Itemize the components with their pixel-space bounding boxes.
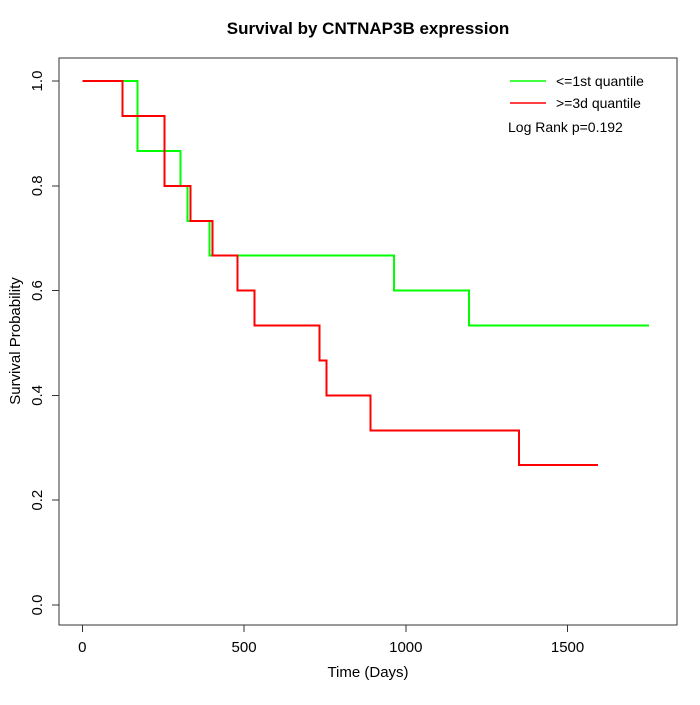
x-axis-tick-label: 0 (78, 639, 86, 656)
legend-label-third-quantile: >=3d quantile (556, 95, 641, 111)
x-axis-tick-label: 500 (232, 639, 257, 656)
plot-dynamic-layer: 0 500 1000 1500 0.0 0.2 0.4 0.6 0.8 1.0 (29, 57, 678, 656)
x-axis-tick-label: 1500 (551, 639, 584, 656)
chart-title: Survival by CNTNAP3B expression (227, 19, 509, 38)
y-axis-tick-label: 0.0 (29, 595, 46, 616)
x-axis-label: Time (Days) (327, 664, 408, 681)
y-axis-tick-label: 1.0 (29, 71, 46, 92)
km-curve-third-quantile (82, 80, 598, 467)
log-rank-annotation: Log Rank p=0.192 (508, 119, 623, 135)
plot-box (58, 57, 678, 626)
legend-label-first-quantile: <=1st quantile (556, 73, 644, 89)
km-curve-first-quantile (82, 80, 650, 327)
y-axis-tick-label: 0.8 (29, 175, 46, 196)
y-axis-tick-label: 0.6 (29, 280, 46, 301)
y-axis-tick-label: 0.2 (29, 490, 46, 511)
y-axis-tick-label: 0.4 (29, 385, 46, 406)
x-axis-tick-label: 1000 (389, 639, 422, 656)
legend: <=1st quantile >=3d quantile Log Rank p=… (508, 73, 644, 135)
y-axis-label: Survival Probability (7, 277, 24, 405)
